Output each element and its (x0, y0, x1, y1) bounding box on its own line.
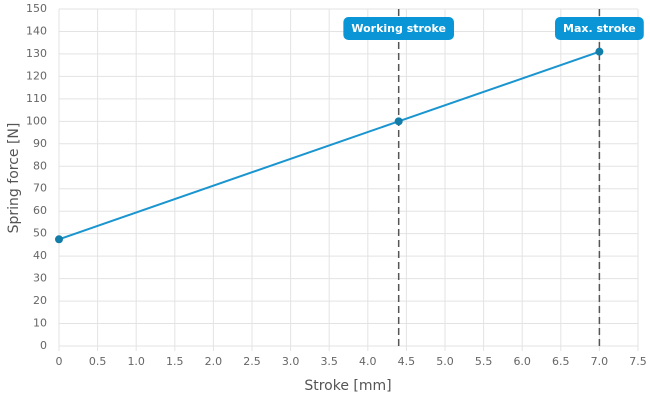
annotation-box (555, 17, 644, 40)
y-tick-label: 60 (33, 204, 47, 217)
y-tick-label: 80 (33, 159, 47, 172)
x-tick-label: 5.0 (436, 355, 454, 368)
y-tick-label: 130 (26, 47, 47, 60)
x-tick-label: 3.0 (282, 355, 300, 368)
data-point (394, 117, 403, 126)
x-tick-label: 0.5 (89, 355, 107, 368)
data-point (55, 235, 63, 244)
x-tick-label: 7.5 (629, 355, 647, 368)
y-tick-label: 20 (33, 294, 47, 307)
x-tick-label: 7.0 (591, 355, 609, 368)
x-tick-label: 0 (56, 355, 63, 368)
data-point (595, 47, 604, 56)
x-tick-label: 5.5 (475, 355, 493, 368)
y-tick-label: 120 (26, 69, 47, 82)
x-tick-label: 4.5 (398, 355, 416, 368)
y-tick-label: 100 (26, 114, 47, 127)
x-tick-label: 1.5 (166, 355, 184, 368)
x-tick-label: 2.5 (243, 355, 261, 368)
y-tick-label: 150 (26, 2, 47, 15)
y-tick-label: 30 (33, 272, 47, 285)
y-tick-label: 0 (40, 339, 47, 352)
x-axis-title: Stroke [mm] (304, 378, 391, 394)
x-tick-label: 6.0 (513, 355, 531, 368)
x-tick-label: 1.0 (127, 355, 145, 368)
y-tick-label: 140 (26, 24, 47, 37)
y-tick-label: 50 (33, 227, 47, 240)
x-tick-label: 3.5 (320, 355, 338, 368)
y-tick-label: 110 (26, 92, 47, 105)
y-tick-label: 90 (33, 137, 47, 150)
annotation: Max. stroke (555, 17, 644, 40)
annotation-label: Working stroke (351, 22, 446, 35)
x-tick-label: 4.0 (359, 355, 377, 368)
annotation-box (343, 17, 454, 40)
x-tick-label: 2.0 (205, 355, 223, 368)
y-tick-label: 40 (33, 249, 47, 262)
annotation-label: Max. stroke (563, 22, 636, 35)
x-tick-label: 6.5 (552, 355, 570, 368)
y-tick-label: 10 (33, 317, 47, 330)
annotation: Working stroke (343, 17, 454, 40)
y-tick-label: 70 (33, 182, 47, 195)
y-axis-title: Spring force [N] (6, 123, 22, 234)
